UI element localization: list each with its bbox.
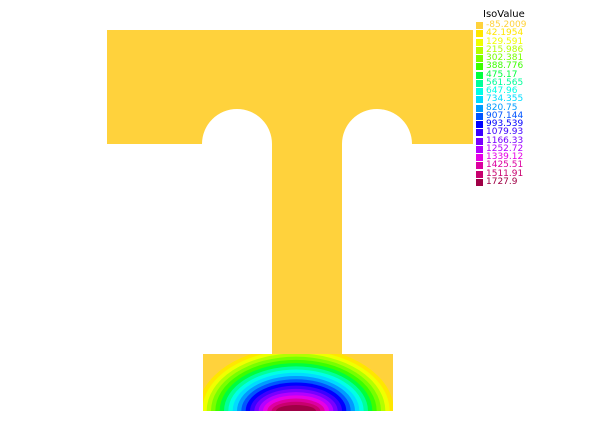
legend-item: 647.96 (476, 87, 518, 96)
legend-item: 388.776 (476, 62, 523, 71)
legend-swatch (476, 129, 483, 137)
legend-item: 907.144 (476, 110, 524, 121)
legend-value: 1727.9 (486, 176, 518, 187)
legend-value: -85.2009 (486, 20, 527, 30)
legend-value: 1252.72 (486, 143, 524, 154)
legend-item: 42.1954 (476, 29, 523, 38)
legend-value: 647.96 (486, 86, 518, 96)
legend-item: 215.986 (476, 44, 524, 55)
legend-swatch (476, 55, 483, 62)
legend-item: 561.565 (476, 77, 524, 88)
legend-value: 388.776 (486, 61, 524, 72)
legend-value: 820.75 (486, 102, 518, 113)
legend-item: 302.381 (476, 54, 523, 63)
legend-swatch (476, 170, 483, 178)
legend-value: 1511.91 (486, 168, 524, 179)
legend-value: 734.355 (486, 94, 524, 105)
legend-value: 1339.12 (486, 152, 524, 162)
legend-swatch (476, 46, 483, 54)
legend-value: 993.539 (486, 119, 524, 129)
legend-value: 1166.33 (486, 135, 524, 146)
legend-item: 734.355 (476, 95, 523, 104)
legend-swatch (476, 145, 483, 153)
legend-swatch (476, 112, 483, 120)
legend-swatch (476, 178, 483, 186)
legend-item: 1425.51 (476, 161, 523, 170)
legend-value: 215.986 (486, 44, 524, 55)
legend-swatch (476, 154, 483, 161)
legend-swatch (476, 79, 483, 87)
legend-swatch (476, 96, 483, 104)
legend-item: 1252.72 (476, 143, 524, 154)
legend-value: 1079.93 (486, 127, 524, 138)
legend-item: 993.539 (476, 120, 523, 129)
legend-swatch (476, 38, 483, 46)
legend-swatch (476, 22, 483, 29)
legend-item: 1511.91 (476, 168, 524, 179)
t-shaped-domain (107, 30, 473, 411)
legend-item: 1727.9 (476, 176, 518, 187)
legend-item: -85.2009 (476, 21, 526, 30)
legend-swatch (476, 30, 483, 38)
legend-value: 475.17 (486, 69, 518, 80)
legend-item: 1079.93 (476, 128, 523, 137)
legend-item: 820.75 (476, 102, 518, 113)
legend-swatch (476, 63, 483, 71)
legend-swatch (476, 104, 483, 112)
isovalue-contour-bands (203, 354, 393, 411)
legend-item: 1339.12 (476, 153, 523, 162)
legend-value: 561.565 (486, 77, 524, 88)
legend-value: 302.381 (486, 53, 524, 63)
legend-value: 42.1954 (486, 28, 524, 39)
legend-value: 907.144 (486, 110, 524, 121)
legend-value: 1425.51 (486, 160, 524, 171)
legend-title: IsoValue (483, 9, 525, 20)
legend-item: 1166.33 (476, 135, 524, 146)
legend-swatch (476, 121, 483, 128)
legend-swatch (476, 71, 483, 79)
contour-band (276, 405, 316, 411)
legend-swatch (476, 137, 483, 145)
legend-swatch (476, 162, 483, 170)
legend-item: 475.17 (476, 69, 518, 80)
legend-value: 129.591 (486, 36, 524, 47)
legend-swatch (476, 88, 483, 95)
legend-item: 129.591 (476, 36, 524, 47)
